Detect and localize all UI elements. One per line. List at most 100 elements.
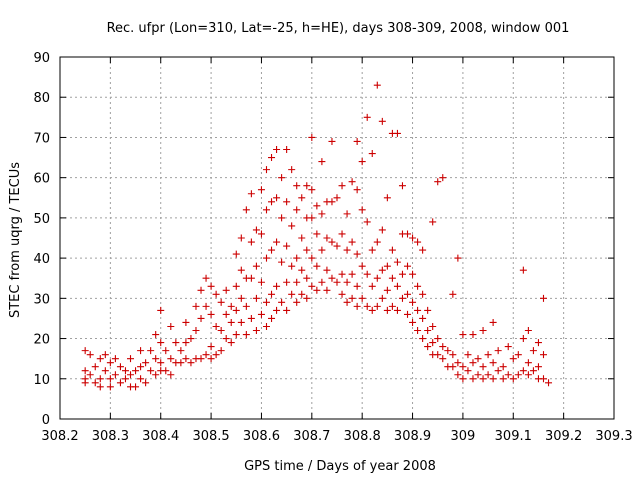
data-point: [288, 222, 296, 230]
data-point: [197, 286, 205, 294]
data-point: [157, 359, 165, 367]
data-point: [187, 359, 195, 367]
data-point: [308, 133, 316, 141]
data-point: [444, 347, 452, 355]
data-point: [257, 230, 265, 238]
data-point: [237, 234, 245, 242]
data-point: [368, 246, 376, 254]
data-point: [439, 174, 447, 182]
data-point: [388, 246, 396, 254]
data-point: [182, 339, 190, 347]
data-point: [116, 363, 124, 371]
plot-frame: [59, 56, 615, 420]
data-point: [348, 238, 356, 246]
data-point: [509, 375, 517, 383]
data-point: [338, 290, 346, 298]
x-tick-label: 308.2: [41, 429, 78, 444]
data-point: [252, 294, 260, 302]
data-point: [323, 266, 331, 274]
data-point: [293, 254, 301, 262]
data-point: [479, 375, 487, 383]
data-point: [434, 351, 442, 359]
data-point: [106, 383, 114, 391]
data-point: [167, 371, 175, 379]
data-point: [404, 230, 412, 238]
data-point: [278, 298, 286, 306]
data-point: [529, 347, 537, 355]
data-point: [283, 278, 291, 286]
data-point: [86, 371, 94, 379]
data-point: [368, 282, 376, 290]
data-point: [262, 166, 270, 174]
data-point: [242, 206, 250, 214]
y-tick-label: 80: [33, 91, 50, 106]
data-point: [217, 327, 225, 335]
data-point: [237, 318, 245, 326]
data-point: [318, 278, 326, 286]
data-point: [157, 306, 165, 314]
data-point: [121, 375, 129, 383]
data-point: [333, 278, 341, 286]
data-point: [539, 375, 547, 383]
data-point: [328, 274, 336, 282]
data-point: [534, 363, 542, 371]
data-point: [273, 306, 281, 314]
data-point: [303, 274, 311, 282]
data-point: [318, 210, 326, 218]
data-point: [424, 306, 432, 314]
data-point: [464, 351, 472, 359]
data-point: [227, 318, 235, 326]
data-point: [197, 355, 205, 363]
data-point: [242, 302, 250, 310]
data-point: [147, 347, 155, 355]
data-point: [419, 335, 427, 343]
data-point: [152, 331, 160, 339]
data-point: [393, 258, 401, 266]
data-point: [262, 322, 270, 330]
data-point: [227, 339, 235, 347]
data-point: [419, 314, 427, 322]
data-point: [494, 347, 502, 355]
data-point: [217, 298, 225, 306]
data-point: [404, 310, 412, 318]
data-point: [419, 290, 427, 298]
y-tick-label: 60: [33, 172, 50, 187]
data-point: [106, 375, 114, 383]
data-point: [187, 335, 195, 343]
data-point: [167, 322, 175, 330]
data-point: [273, 238, 281, 246]
data-point: [232, 331, 240, 339]
data-point: [96, 375, 104, 383]
data-point: [514, 351, 522, 359]
data-point: [343, 246, 351, 254]
data-point: [404, 290, 412, 298]
data-point: [132, 383, 140, 391]
data-point: [419, 246, 427, 254]
data-point: [177, 347, 185, 355]
data-point: [283, 306, 291, 314]
x-tick-label: 308.6: [243, 429, 280, 444]
data-point: [328, 137, 336, 145]
data-point: [499, 363, 507, 371]
data-point: [137, 375, 145, 383]
data-point: [393, 129, 401, 137]
data-point: [429, 339, 437, 347]
y-tick-label: 70: [33, 131, 50, 146]
data-point: [247, 238, 255, 246]
data-point: [298, 234, 306, 242]
data-point: [157, 339, 165, 347]
data-point: [368, 306, 376, 314]
y-tick-label: 0: [42, 413, 50, 428]
data-point: [474, 371, 482, 379]
data-point: [278, 258, 286, 266]
data-point: [247, 314, 255, 322]
data-point: [313, 202, 321, 210]
data-point: [293, 298, 301, 306]
data-point: [111, 371, 119, 379]
data-point: [343, 278, 351, 286]
data-point: [202, 274, 210, 282]
data-point: [116, 379, 124, 387]
data-point: [207, 355, 215, 363]
data-point: [343, 210, 351, 218]
data-point: [222, 335, 230, 343]
